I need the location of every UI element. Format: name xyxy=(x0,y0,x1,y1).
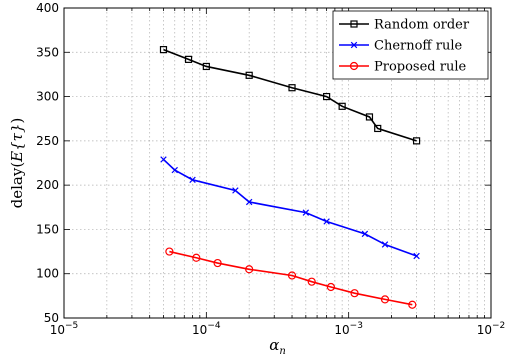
data-point-x-stroke xyxy=(323,218,330,225)
x-tick-label-base: 10 xyxy=(334,323,349,337)
data-point-x-stroke xyxy=(361,230,369,238)
x-tick-label-exponent: −4 xyxy=(207,321,221,331)
legend-label: Proposed rule xyxy=(374,60,467,75)
data-point-x xyxy=(413,252,420,260)
x-tick-label: 10−3 xyxy=(334,321,363,337)
x-tick-label-exponent: −3 xyxy=(350,321,363,331)
plot-frame xyxy=(63,7,492,319)
data-point-circle xyxy=(349,61,359,71)
data-point-circle xyxy=(192,253,201,262)
x-tick-label-exponent: −5 xyxy=(65,321,78,331)
data-point-square xyxy=(245,71,253,79)
y-axis-label-math: E{τ} xyxy=(8,123,26,162)
x-tick-label-base: 10 xyxy=(192,323,207,337)
y-tick-label: 350 xyxy=(36,45,59,59)
data-point-square xyxy=(288,84,296,92)
data-point-x-stroke xyxy=(413,252,420,260)
data-point-x-stroke xyxy=(302,209,310,216)
legend-label: Chernoff rule xyxy=(374,39,463,54)
legend-item: Chernoff rule xyxy=(339,39,463,54)
data-point-square xyxy=(184,55,193,63)
y-axis-label: delay(E{τ}) xyxy=(8,118,26,209)
x-tick-label-base: 10 xyxy=(477,323,492,337)
data-point-x xyxy=(381,241,389,248)
data-point-x xyxy=(361,230,369,238)
legend-item: Proposed rule xyxy=(339,60,467,75)
data-point-square xyxy=(159,46,168,54)
data-point-square xyxy=(338,102,346,110)
data-point-x xyxy=(323,218,330,225)
y-axis-label-open-paren: ( xyxy=(8,162,26,168)
data-point-circle xyxy=(213,258,222,268)
y-tick-label: 200 xyxy=(36,178,59,192)
data-point-x xyxy=(302,209,310,216)
legend-item: Random order xyxy=(339,18,470,33)
data-point-x xyxy=(232,187,239,194)
data-point-square xyxy=(323,92,331,101)
data-point-x xyxy=(245,198,253,206)
y-tick-label: 300 xyxy=(36,90,59,104)
data-point-square xyxy=(350,20,358,28)
data-point-x-stroke xyxy=(160,156,167,163)
x-axis-label: αn xyxy=(269,336,286,357)
data-point-circle xyxy=(165,247,174,256)
x-tick-label-exponent: −2 xyxy=(492,321,505,331)
series-line xyxy=(163,48,417,142)
legend: Random order Chernoff rule Proposed rule xyxy=(332,10,489,80)
data-point-circle xyxy=(350,289,359,298)
data-point-x-stroke xyxy=(245,198,253,206)
data-point-square xyxy=(365,113,374,121)
data-point-circle xyxy=(287,271,297,280)
y-axis-label-prefix: delay xyxy=(8,167,26,208)
series-proposed-rule xyxy=(165,247,417,309)
y-tick-label: 250 xyxy=(36,134,59,148)
series-chernoff-rule xyxy=(160,156,420,260)
data-point-circle xyxy=(326,282,335,292)
data-point-circle xyxy=(380,295,390,304)
y-axis-label-close-paren: ) xyxy=(8,118,26,124)
data-point-x-stroke xyxy=(171,166,178,174)
axis-labels: αn delay(E{τ}) xyxy=(8,118,286,357)
y-tick-label: 150 xyxy=(36,222,59,236)
x-tick-label: 10−4 xyxy=(192,321,221,337)
data-point-x xyxy=(189,176,196,184)
data-point-x xyxy=(160,156,167,163)
y-tick-label: 400 xyxy=(36,1,59,15)
x-tick-label: 10−5 xyxy=(50,321,79,337)
data-point-x-stroke xyxy=(350,41,358,49)
y-tick-label: 100 xyxy=(36,267,59,281)
data-point-x xyxy=(350,41,358,49)
data-point-x-stroke xyxy=(381,241,389,248)
series-line xyxy=(162,158,417,257)
data-point-square xyxy=(374,124,382,133)
data-point-x xyxy=(171,166,178,174)
data-point-circle xyxy=(408,300,417,309)
series-layer xyxy=(159,46,421,309)
data-point-x-stroke xyxy=(189,176,196,184)
x-tick-label-base: 10 xyxy=(50,323,65,337)
y-tick-label: 50 xyxy=(44,311,59,325)
legend-label: Random order xyxy=(374,18,470,33)
data-point-square xyxy=(412,137,421,145)
x-axis-label-symbol: α xyxy=(269,336,279,354)
data-point-x-stroke xyxy=(232,187,239,194)
data-point-circle xyxy=(245,265,254,274)
series-random-order xyxy=(159,46,421,145)
series-line xyxy=(169,250,413,306)
x-tick-label: 10−2 xyxy=(477,321,506,337)
data-point-circle xyxy=(307,277,316,286)
data-point-square xyxy=(202,62,210,71)
x-axis-label-subscript: n xyxy=(279,346,285,357)
